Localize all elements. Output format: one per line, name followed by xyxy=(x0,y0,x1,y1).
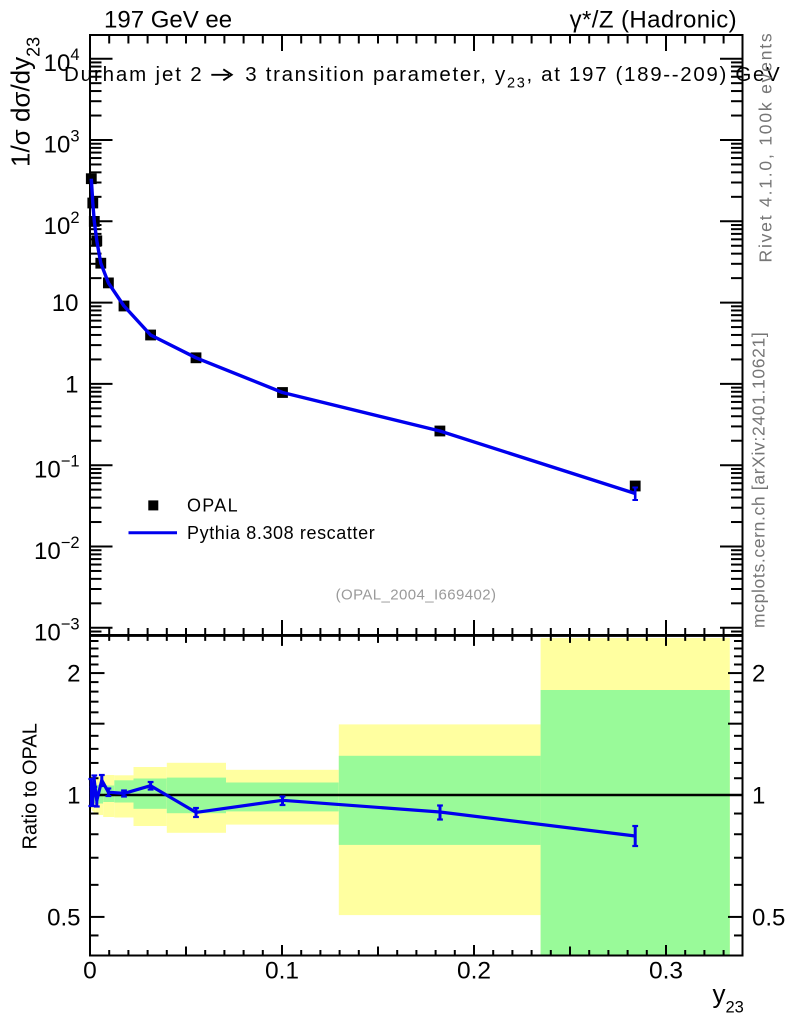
svg-text:2: 2 xyxy=(752,661,765,688)
svg-text:Pythia 8.308 rescatter: Pythia 8.308 rescatter xyxy=(187,523,375,543)
svg-text:1: 1 xyxy=(752,783,765,810)
svg-text:Durham jet 2: Durham jet 2 xyxy=(64,63,204,86)
svg-text:0.5: 0.5 xyxy=(47,904,80,931)
svg-text:2: 2 xyxy=(67,661,80,688)
svg-text:0.2: 0.2 xyxy=(457,958,491,985)
svg-text:0.5: 0.5 xyxy=(752,904,785,931)
svg-text:mcplots.cern.ch [arXiv:2401.10: mcplots.cern.ch [arXiv:2401.10621] xyxy=(749,332,769,628)
svg-text:1: 1 xyxy=(65,371,78,398)
svg-text:OPAL: OPAL xyxy=(187,496,239,516)
svg-text:(OPAL_2004_I669402): (OPAL_2004_I669402) xyxy=(336,587,497,604)
svg-text:197 GeV ee: 197 GeV ee xyxy=(104,7,232,34)
svg-text:0.3: 0.3 xyxy=(649,958,683,985)
svg-text:1: 1 xyxy=(67,783,80,810)
svg-text:0: 0 xyxy=(83,958,97,985)
svg-text:Rivet 4.1.0, 100k events: Rivet 4.1.0, 100k events xyxy=(756,32,776,263)
svg-text:10: 10 xyxy=(52,290,79,317)
svg-text:γ*/Z (Hadronic): γ*/Z (Hadronic) xyxy=(570,7,737,34)
svg-text:Ratio to OPAL: Ratio to OPAL xyxy=(20,723,42,849)
svg-text:0.1: 0.1 xyxy=(265,958,299,985)
